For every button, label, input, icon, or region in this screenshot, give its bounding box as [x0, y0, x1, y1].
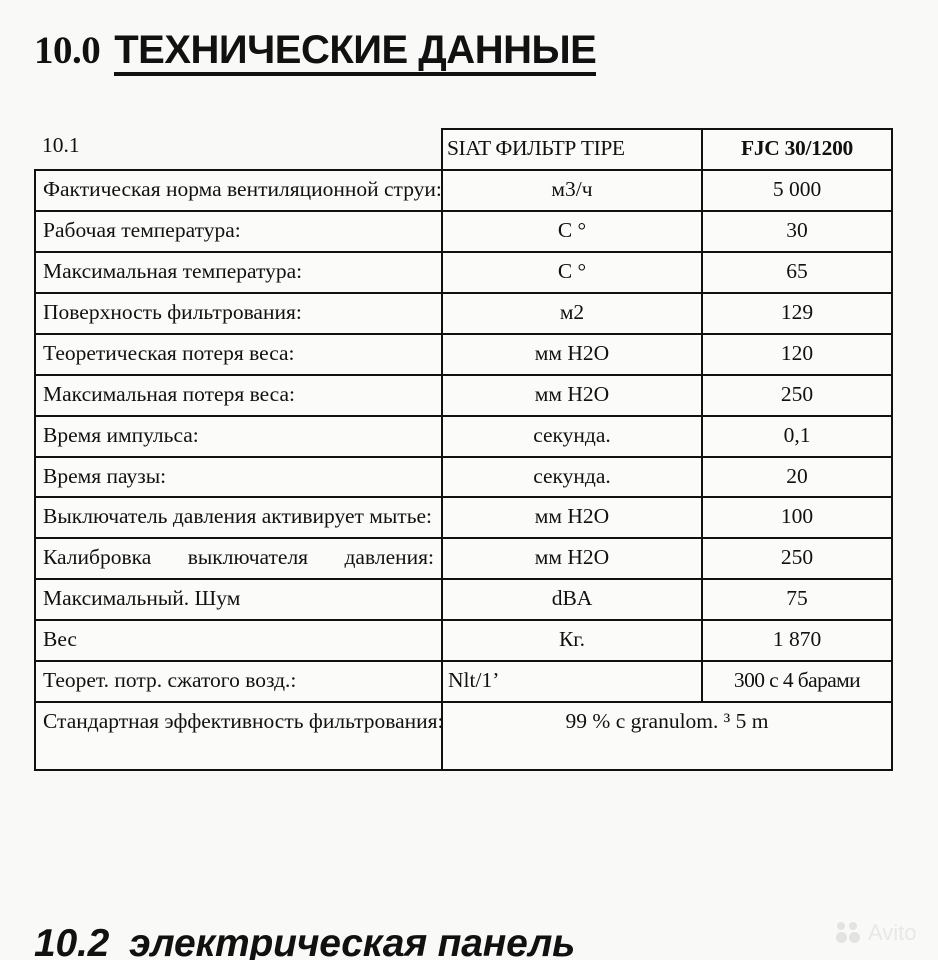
- row-unit: м2: [441, 291, 703, 335]
- spec-table-container: 10.1 SIAT ФИЛЬТР TIPE FJC 30/1200 Фактич…: [34, 128, 893, 772]
- row-value: 30: [701, 209, 893, 253]
- row-label: Рабочая температура:: [34, 209, 443, 253]
- table-row: Фактическая норма вентиляционной струи: …: [34, 168, 893, 212]
- page-title-number: 10.0: [34, 29, 101, 72]
- table-row: Максимальный. Шум dBA 75: [34, 578, 893, 622]
- table-row: Выключатель давления активирует мытье: м…: [34, 496, 893, 540]
- row-value: 1 870: [701, 619, 893, 663]
- row-value: 100: [701, 496, 893, 540]
- row-unit: dBA: [441, 578, 703, 622]
- table-row: Теоретическая потеря веса: мм H2O 120: [34, 332, 893, 376]
- sub-heading-number: 10.2: [34, 922, 110, 960]
- row-label: Теорет. потр. сжатого возд.:: [34, 660, 443, 704]
- row-unit: Кг.: [441, 619, 703, 663]
- row-value: 20: [701, 455, 893, 499]
- table-row: Вес Кг. 1 870: [34, 619, 893, 663]
- table-row-merged: Стандартная эффективность фильтрования: …: [34, 701, 893, 772]
- value-column-header: FJC 30/1200: [701, 128, 893, 171]
- row-label: Вес: [34, 619, 443, 663]
- row-unit: секунда.: [441, 414, 703, 458]
- row-label: Время импульса:: [34, 414, 443, 458]
- table-row: Рабочая температура: C ° 30: [34, 209, 893, 253]
- row-label: Стандартная эффективность фильтрования:: [34, 701, 444, 772]
- row-merged-value: 99 % с granulom. ³ 5 m: [441, 701, 893, 772]
- row-label: Фактическая норма вентиляционной струи:: [34, 168, 443, 212]
- row-value: 65: [701, 250, 893, 294]
- row-label: Максимальный. Шум: [34, 578, 443, 622]
- unit-column-header: SIAT ФИЛЬТР TIPE: [441, 128, 703, 171]
- row-value: 300 с 4 барами: [701, 660, 893, 704]
- sub-heading: 10.2 электрическая панель: [34, 922, 575, 960]
- row-value: 250: [701, 373, 893, 417]
- row-unit: C °: [441, 250, 703, 294]
- page-title: 10.0 ТЕХНИЧЕСКИЕ ДАННЫЕ: [34, 28, 597, 76]
- row-unit: мм H2O: [441, 537, 703, 581]
- merged-cell-spacer: [450, 736, 884, 763]
- row-value: 5 000: [701, 168, 893, 212]
- row-label: Выключатель давления активирует мытье:: [34, 496, 443, 540]
- row-label: Время паузы:: [34, 455, 443, 499]
- table-header-row: 10.1 SIAT ФИЛЬТР TIPE FJC 30/1200: [35, 128, 893, 171]
- table-row: Время импульса: секунда. 0,1: [34, 414, 893, 458]
- table-row: Теорет. потр. сжатого возд.: Nlt/1’ 300 …: [34, 660, 893, 704]
- row-label: Теоретическая потеря веса:: [34, 332, 443, 376]
- sub-heading-text: электрическая панель: [129, 922, 576, 960]
- table-row: Максимальная температура: C ° 65: [34, 250, 893, 294]
- row-unit: мм H2O: [441, 373, 703, 417]
- row-label: Максимальная температура:: [34, 250, 443, 294]
- watermark-label: Avito: [868, 920, 917, 945]
- row-label: Калибровка выключателя давления:: [34, 537, 443, 581]
- table-row: Максимальная потеря веса: мм H2O 250: [34, 373, 893, 417]
- row-value: 129: [701, 291, 893, 335]
- row-unit: секунда.: [441, 455, 703, 499]
- row-label: Поверхность фильтрования:: [34, 291, 443, 335]
- section-number-cell: 10.1: [35, 129, 442, 171]
- table-row: Поверхность фильтрования: м2 129: [34, 291, 893, 335]
- row-unit: мм H2O: [441, 332, 703, 376]
- row-value: 75: [701, 578, 893, 622]
- row-value: 250: [701, 537, 893, 581]
- row-value: 120: [701, 332, 893, 376]
- table-row: Время паузы: секунда. 20: [34, 455, 893, 499]
- technical-data-table: 10.1 SIAT ФИЛЬТР TIPE FJC 30/1200 Фактич…: [34, 128, 893, 772]
- row-value: 0,1: [701, 414, 893, 458]
- row-unit: Nlt/1’: [441, 660, 703, 704]
- page-title-text: ТЕХНИЧЕСКИЕ ДАННЫЕ: [114, 29, 597, 76]
- row-unit: мм H2O: [441, 496, 703, 540]
- row-unit: м3/ч: [441, 168, 703, 212]
- merged-value-text: 99 % с granulom. ³ 5 m: [565, 709, 769, 734]
- table-row: Калибровка выключателя давления: мм H2O …: [34, 537, 893, 581]
- row-unit: C °: [441, 209, 703, 253]
- row-label: Максимальная потеря веса:: [34, 373, 443, 417]
- avito-logo-icon: [836, 922, 862, 944]
- avito-watermark: Avito: [836, 920, 917, 946]
